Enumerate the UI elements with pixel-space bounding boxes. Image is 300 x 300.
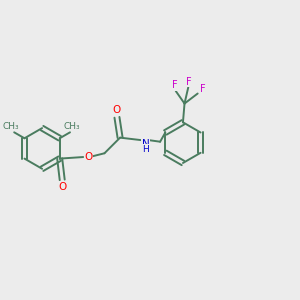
Text: H: H	[142, 145, 149, 154]
Text: F: F	[186, 76, 192, 87]
Text: O: O	[112, 105, 121, 116]
Text: CH₃: CH₃	[3, 122, 20, 130]
Text: N: N	[142, 139, 150, 149]
Text: CH₃: CH₃	[63, 122, 80, 130]
Text: F: F	[200, 84, 205, 94]
Text: O: O	[84, 152, 93, 162]
Text: F: F	[172, 80, 178, 90]
Text: O: O	[58, 182, 67, 192]
